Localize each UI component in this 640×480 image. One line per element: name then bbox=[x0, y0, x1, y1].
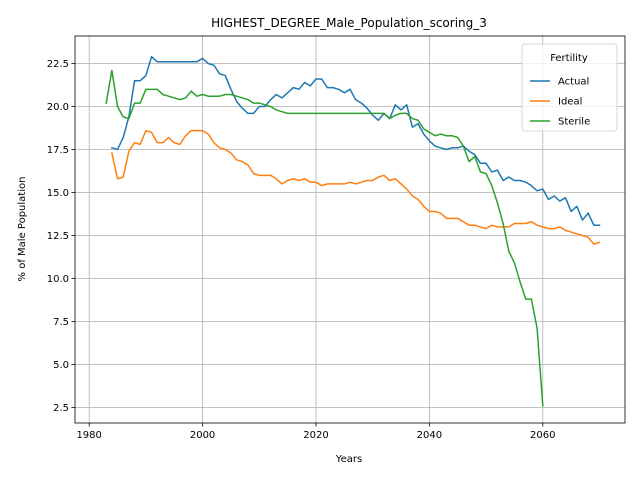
series-lines bbox=[105, 55, 601, 407]
gridlines bbox=[75, 36, 625, 423]
legend-label-ideal: Ideal bbox=[558, 97, 582, 108]
x-axis: 1980 2000 2020 2040 2060 bbox=[76, 423, 556, 441]
legend-box bbox=[521, 43, 618, 132]
y-tick-label: 20.0 bbox=[47, 102, 69, 113]
legend-label-sterile: Sterile bbox=[558, 117, 590, 128]
legend-title: Fertility bbox=[550, 53, 588, 64]
plot-frame bbox=[74, 35, 626, 424]
y-tick-label: 10.0 bbox=[47, 274, 69, 285]
x-tick-label: 2000 bbox=[190, 430, 215, 441]
legend-entries: Actual Ideal Sterile bbox=[530, 77, 590, 128]
series-line-actual bbox=[110, 55, 601, 226]
y-tick-label: 2.5 bbox=[53, 403, 69, 414]
x-tick-label: 2060 bbox=[530, 430, 555, 441]
x-tick-label: 1980 bbox=[76, 430, 101, 441]
x-axis-label: Years bbox=[335, 454, 362, 465]
y-tick-label: 15.0 bbox=[47, 188, 69, 199]
series-line-sterile bbox=[105, 69, 544, 407]
series-line-ideal bbox=[110, 129, 601, 245]
y-axis-label: % of Male Population bbox=[17, 177, 28, 282]
legend: Fertility Actual Ideal Sterile bbox=[521, 43, 618, 132]
x-tick-label: 2040 bbox=[417, 430, 442, 441]
y-tick-label: 5.0 bbox=[53, 360, 69, 371]
chart-title: HIGHEST_DEGREE_Male_Population_scoring_3 bbox=[211, 16, 487, 30]
x-tick-label: 2020 bbox=[303, 430, 328, 441]
y-tick-label: 7.5 bbox=[53, 317, 69, 328]
y-axis: 2.5 5.0 7.5 10.0 12.5 15.0 17.5 20.0 22.5 bbox=[47, 59, 75, 414]
y-tick-label: 12.5 bbox=[47, 231, 69, 242]
legend-label-actual: Actual bbox=[558, 77, 589, 88]
y-tick-label: 22.5 bbox=[47, 59, 69, 70]
y-tick-label: 17.5 bbox=[47, 145, 69, 156]
